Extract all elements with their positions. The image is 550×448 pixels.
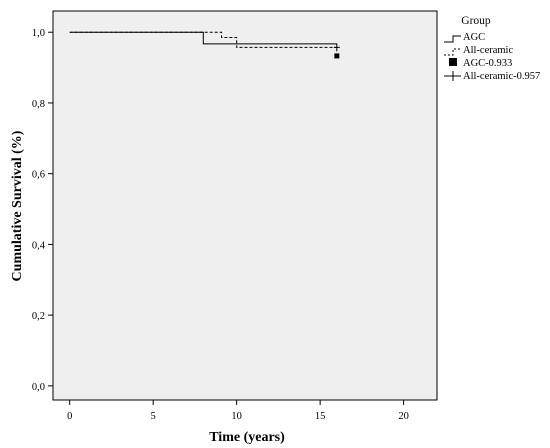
y-tick-label: 0,8 [32, 99, 45, 110]
x-tick-label: 20 [398, 411, 409, 422]
y-tick-label: 0,0 [32, 382, 45, 393]
y-tick-label: 1,0 [32, 28, 45, 39]
x-axis-title: Time (years) [209, 430, 285, 445]
legend-plus-icon [444, 71, 461, 81]
plot-background [52, 10, 438, 401]
legend-label-agc: AGC [463, 32, 485, 43]
x-tick-label: 10 [231, 411, 242, 422]
legend-square-icon [449, 58, 457, 66]
series-layer [69, 31, 340, 59]
y-tick-label: 0,4 [32, 240, 46, 251]
legend-label-all-ceramic: All-ceramic [463, 45, 513, 56]
censor-mark-all-ceramic [333, 43, 340, 52]
y-tick-label: 0,6 [32, 170, 45, 181]
legend-title: Group [461, 15, 491, 27]
legend-swatch-all-ceramic [444, 48, 461, 56]
series-line-all-ceramic [69, 31, 337, 48]
x-tick-label: 15 [315, 411, 326, 422]
y-tick-label: 0,2 [32, 311, 45, 322]
x-tick-label: 5 [151, 411, 156, 422]
x-tick-label: 0 [67, 411, 72, 422]
x-axis: 0 5 10 15 20 [67, 400, 409, 422]
legend-label-all-ceramic-censor: All-ceramic-0.957 [463, 71, 540, 82]
y-axis-title: Cumulative Survival (%) [10, 130, 25, 281]
censor-mark-agc [334, 53, 340, 59]
legend: Group AGC All-ceramic AGC-0.933 All-cera… [444, 15, 540, 82]
legend-label-agc-censor: AGC-0.933 [463, 58, 512, 69]
y-axis: 0,0 0,2 0,4 0,6 0,8 1,0 [32, 28, 53, 393]
legend-swatch-agc [444, 35, 461, 43]
